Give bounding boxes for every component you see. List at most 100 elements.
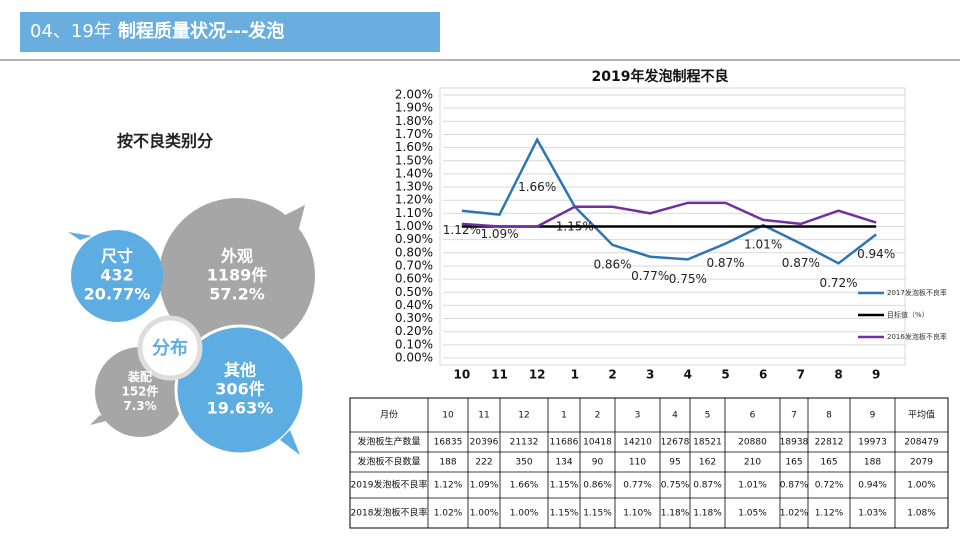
table-cell: 12 <box>518 411 529 421</box>
data-label: 0.94% <box>857 247 895 261</box>
y-tick-label: 0.90% <box>395 232 433 246</box>
breakdown-title: 按不良类别分 <box>117 132 213 151</box>
data-label: 0.77% <box>631 269 669 283</box>
table-cell: 222 <box>475 458 492 468</box>
table-frame <box>349 397 949 529</box>
table-cell: 18521 <box>693 438 722 448</box>
table-cell: 90 <box>592 458 604 468</box>
table-cell: 95 <box>669 458 680 468</box>
table-cell: 10418 <box>583 438 612 448</box>
data-label: 1.09% <box>480 227 518 241</box>
table-cell: 0.94% <box>858 481 887 491</box>
table-cell: 1.15% <box>550 509 579 519</box>
x-tick-label: 11 <box>491 368 508 382</box>
bubble-label: 其他 <box>224 360 256 379</box>
table-cell: 0.86% <box>583 481 612 491</box>
table-cell: 14210 <box>623 438 652 448</box>
table-cell: 20396 <box>470 438 499 448</box>
y-tick-label: 1.80% <box>395 114 433 128</box>
table-cell: 2 <box>595 411 601 421</box>
table-cell: 1.00% <box>470 509 499 519</box>
table-cell: 11 <box>478 411 489 421</box>
table-cell: 208479 <box>904 438 939 448</box>
x-tick-label: 8 <box>834 368 842 382</box>
table-cell: 5 <box>705 411 711 421</box>
header-title: 制程质量状况---发泡 <box>118 20 284 42</box>
bubble-label: 装配 <box>127 369 152 384</box>
table-cell: 2019发泡板不良率 <box>351 479 428 491</box>
table-cell: 1.03% <box>858 509 887 519</box>
y-tick-label: 1.60% <box>395 140 433 154</box>
bubble-count: 1189件 <box>207 266 268 285</box>
table-cell: 19973 <box>858 438 887 448</box>
header-number: 04、19年 <box>30 21 112 42</box>
bubble-tail <box>68 232 92 240</box>
table-cell: 1.10% <box>623 509 652 519</box>
legend-label: 2016发泡板不良率 <box>887 332 947 341</box>
x-tick-label: 12 <box>529 368 546 382</box>
data-label: 0.72% <box>819 276 857 290</box>
bubble-label: 外观 <box>220 246 253 265</box>
bubble-count: 306件 <box>215 380 264 399</box>
table-cell: 2079 <box>910 458 933 468</box>
table-cell: 210 <box>744 458 761 468</box>
bubble-tail <box>285 205 305 232</box>
table-cell: 3 <box>635 411 641 421</box>
table-cell: 7 <box>791 411 797 421</box>
bubble <box>159 198 315 354</box>
x-tick-label: 10 <box>453 368 470 382</box>
bubble <box>71 230 163 322</box>
table-cell: 1.00% <box>510 509 539 519</box>
table-cell: 平均值 <box>908 409 935 421</box>
legend-label: 目标值（%） <box>887 310 929 319</box>
data-label: 1.66% <box>518 180 556 194</box>
y-tick-label: 0.30% <box>395 311 433 325</box>
y-tick-label: 0.20% <box>395 324 433 338</box>
bubble-share: 20.77% <box>84 285 151 304</box>
series-line <box>461 201 877 228</box>
y-tick-label: 0.70% <box>395 258 433 272</box>
legend-label: 2017发泡板不良率 <box>887 288 947 297</box>
chart-title: 2019年发泡制程不良 <box>592 68 729 85</box>
table-cell: 134 <box>555 458 572 468</box>
bubble-tail <box>90 415 110 425</box>
y-tick-label: 1.70% <box>395 127 433 141</box>
table-cell: 162 <box>699 458 716 468</box>
x-tick-label: 3 <box>646 368 654 382</box>
table-cell: 发泡板不良数量 <box>357 456 420 468</box>
x-tick-label: 6 <box>759 368 767 382</box>
table-cell: 2018发泡板不良率 <box>351 507 428 519</box>
table-cell: 0.87% <box>780 481 809 491</box>
table-cell: 月份 <box>380 409 398 421</box>
bubble <box>174 324 306 456</box>
table-cell: 110 <box>629 458 646 468</box>
table-cell: 165 <box>785 458 802 468</box>
table-cell: 16835 <box>434 438 463 448</box>
center-label: 分布 <box>152 337 188 359</box>
bubble-count: 432 <box>100 266 133 285</box>
x-tick-label: 4 <box>684 368 692 382</box>
series-line <box>461 137 877 265</box>
table-cell: 10 <box>442 411 454 421</box>
center-bubble <box>137 315 203 381</box>
table-cell: 4 <box>672 411 678 421</box>
data-label: 0.75% <box>669 272 707 286</box>
table-cell: 1.12% <box>434 481 463 491</box>
y-tick-label: 1.20% <box>395 193 433 207</box>
table-cell: 1.00% <box>907 481 936 491</box>
table-cell: 8 <box>826 411 832 421</box>
data-label: 0.87% <box>782 256 820 270</box>
table-cell: 1.09% <box>470 481 499 491</box>
y-tick-label: 1.10% <box>395 206 433 220</box>
x-tick-label: 9 <box>872 368 880 382</box>
table-cell: 21132 <box>510 438 539 448</box>
y-tick-label: 0.40% <box>395 298 433 312</box>
table-cell: 6 <box>750 411 756 421</box>
table-cell: 1.05% <box>738 509 767 519</box>
table-cell: 0.77% <box>623 481 652 491</box>
table-cell: 1.02% <box>434 509 463 519</box>
bubble-share: 7.3% <box>123 399 156 413</box>
y-tick-label: 0.50% <box>395 285 433 299</box>
header-bar <box>20 12 440 52</box>
